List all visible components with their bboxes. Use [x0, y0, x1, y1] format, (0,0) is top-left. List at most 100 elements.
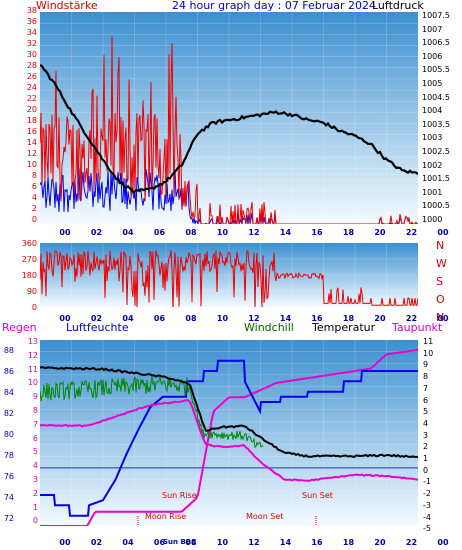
rain-tick: 9: [32, 392, 38, 402]
hour-tick: 16: [311, 538, 323, 547]
pressure-series: [40, 63, 418, 195]
windchill-series: [40, 376, 264, 449]
wind-tick: 10: [26, 159, 37, 169]
hour-tick: 04: [122, 314, 134, 323]
sun-rise-marker: Sun Rise: [162, 491, 197, 500]
hour-tick: 10: [216, 538, 229, 547]
hour-tick: 06: [153, 228, 166, 237]
rain-label: Regen: [2, 321, 37, 334]
hour-tick: 18: [342, 538, 355, 547]
temperature-tick: -2: [423, 489, 431, 499]
compass-label: S: [436, 275, 443, 288]
wind-tick: 2: [31, 203, 37, 213]
hour-tick: 22: [405, 538, 418, 547]
hour-tick: 22: [405, 228, 418, 237]
hour-tick: 16: [311, 314, 323, 323]
wind-tick: 8: [31, 170, 37, 180]
temperature-tick: 11: [423, 337, 434, 346]
temperature-tick: 10: [423, 348, 434, 358]
rain-tick: 12: [27, 350, 38, 360]
rain-tick: 10: [27, 378, 38, 388]
hour-tick: 02: [90, 538, 103, 547]
windchill-label: Windchill: [244, 321, 294, 334]
rain-series: [40, 349, 418, 526]
wind-tick: 22: [26, 93, 37, 103]
pressure-tick: 1007: [422, 24, 443, 34]
pressure-tick: 1002.5: [422, 147, 450, 156]
hour-tick: 00: [59, 228, 71, 237]
sun-bbc-label: Sun BBc: [163, 538, 196, 546]
wind-tick: 12: [26, 148, 37, 158]
temperature-tick: 6: [423, 395, 429, 405]
humidity-series: [40, 359, 418, 517]
rain-tick: 11: [27, 364, 38, 374]
wind-tick: 38: [26, 6, 37, 15]
pressure-tick: 1000: [422, 215, 443, 224]
dewpoint-series: [40, 399, 418, 482]
hour-tick: 00: [59, 538, 71, 547]
hour-tick: 08: [185, 228, 197, 237]
temperature-tick: 7: [423, 383, 429, 393]
wind-pressure-chart: [40, 12, 418, 224]
temperature-tick: 2: [423, 442, 429, 452]
humidity-tick: 84: [3, 388, 14, 397]
hour-tick: 04: [122, 228, 134, 237]
pressure-tick: 1002: [422, 160, 443, 170]
direction-tick: 270: [21, 255, 37, 264]
wind-tick: 30: [26, 49, 37, 59]
hour-tick: 10: [216, 228, 229, 237]
hour-tick: 00: [437, 314, 449, 323]
wind-tick: 34: [26, 27, 37, 37]
hour-tick: 02: [90, 228, 103, 237]
pressure-tick: 1006.5: [422, 38, 450, 48]
wind-tick: 32: [26, 38, 37, 48]
wind-gust-series: [40, 168, 418, 224]
dewpoint-label: Taupunkt: [392, 321, 443, 334]
rain-tick: 8: [32, 406, 38, 415]
humidity-tick: 82: [3, 409, 14, 418]
temperature-tick: -3: [423, 500, 431, 510]
pressure-tick: 1003: [422, 133, 443, 143]
hour-tick: 22: [405, 314, 418, 323]
rain-tick: 5: [32, 447, 38, 457]
hour-tick: 18: [342, 314, 355, 323]
rain-tick: 4: [32, 461, 38, 471]
pressure-tick: 1004.5: [422, 92, 450, 102]
hour-tick: 04: [122, 538, 134, 547]
pressure-tick: 1007.5: [422, 11, 450, 20]
hour-tick: 20: [374, 228, 386, 237]
pressure-tick: 1005: [422, 79, 443, 88]
hour-tick: 14: [279, 228, 292, 237]
compass-label: O: [436, 293, 445, 306]
pressure-tick: 1003.5: [422, 119, 450, 129]
rain-tick: 1: [32, 502, 38, 512]
pressure-tick: 1001: [422, 187, 443, 197]
wind-tick: 24: [26, 82, 37, 92]
hour-tick: 06: [153, 314, 166, 323]
temperature-label: Temperatur: [312, 321, 376, 334]
humidity-tick: 78: [3, 451, 14, 460]
wind-tick: 6: [31, 181, 37, 191]
wind-tick: 0: [31, 214, 37, 224]
wind-tick: 26: [26, 71, 37, 81]
direction-tick: 90: [26, 287, 37, 296]
temperature-tick: -4: [423, 512, 431, 522]
wind-tick: 16: [26, 126, 37, 136]
humidity-tick: 76: [3, 472, 14, 481]
hour-tick: 18: [342, 228, 355, 237]
direction-tick: 0: [31, 303, 37, 312]
pressure-tick: 1000.5: [422, 201, 450, 211]
temperature-tick: 1: [423, 454, 429, 463]
pressure-tick: 1001.5: [422, 174, 450, 184]
pressure-tick: 1004: [422, 106, 443, 116]
wind-tick: 36: [26, 16, 37, 26]
hour-tick: 12: [248, 228, 260, 237]
temperature-tick: 9: [423, 360, 429, 370]
hour-tick: 02: [90, 314, 103, 323]
wind-tick: 18: [26, 115, 37, 125]
rain-tick: 7: [32, 419, 38, 429]
direction-tick: 180: [21, 271, 37, 280]
hour-tick: 12: [248, 538, 260, 547]
hour-tick: 00: [437, 228, 449, 237]
wind-tick: 28: [26, 60, 37, 70]
